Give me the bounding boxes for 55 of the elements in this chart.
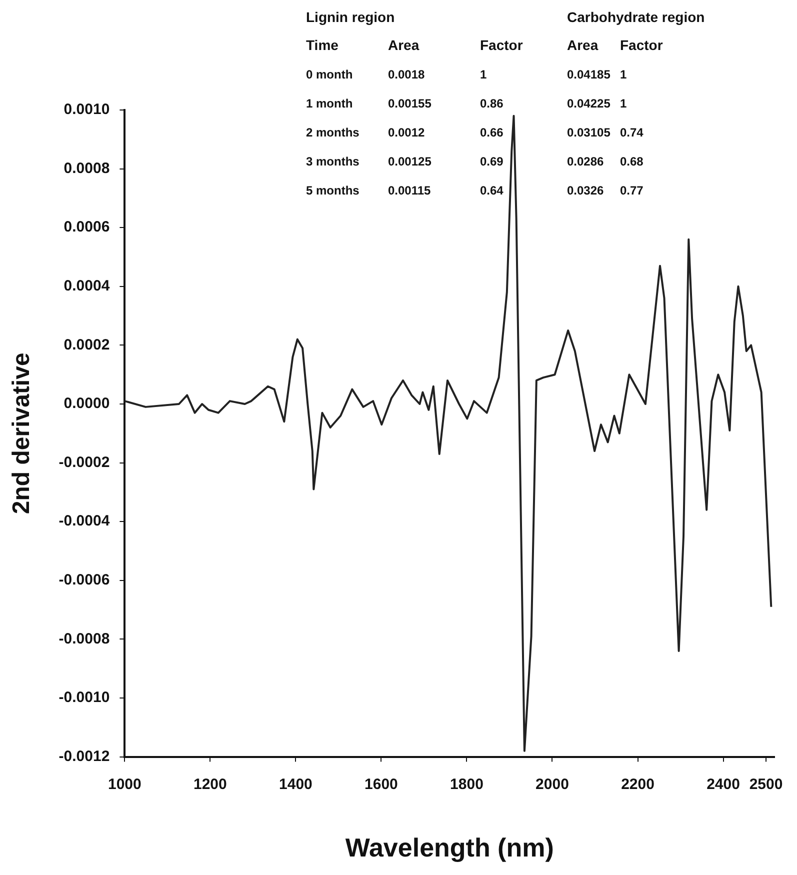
annotation: 0.0286 <box>567 154 604 168</box>
x-tick-label: 1800 <box>450 776 484 793</box>
x-tick-label: 2500 <box>749 776 783 793</box>
text: 0.0018 <box>388 67 426 82</box>
annotation: 1 <box>620 96 627 110</box>
annotation: 0.86 <box>480 96 504 110</box>
annotation: 0.68 <box>620 154 644 168</box>
y-tick-label: -0.0006 <box>58 572 110 589</box>
x-tick-label: 1200 <box>194 776 227 793</box>
x-axis-title: Wavelength (nm) <box>345 832 554 863</box>
x-tick-label: 1600 <box>364 776 398 793</box>
x-tick-label: 2200 <box>621 776 654 793</box>
text: Factor <box>620 36 664 53</box>
annotation: 0.64 <box>480 183 504 198</box>
x-tick-label: 1400 <box>279 776 312 793</box>
y-tick-label: 0.0000 <box>64 395 110 412</box>
text: 1 <box>620 67 627 82</box>
x-tick-label: 2000 <box>536 776 569 793</box>
y-tick-label: 0.0002 <box>64 336 110 354</box>
y-tick-label: -0.0008 <box>58 630 110 648</box>
annotation: 0.77 <box>620 183 644 198</box>
annotation: 2 months <box>306 125 360 140</box>
y-tick-label: -0.0002 <box>58 454 110 471</box>
text: 0.04185 <box>567 67 611 82</box>
text: 0 month <box>306 67 353 82</box>
text: 1 <box>480 67 487 82</box>
annotation: 0.69 <box>480 154 504 168</box>
text: Time <box>306 36 339 53</box>
annotation: 0.0326 <box>567 183 604 198</box>
annotation: 0.03105 <box>567 125 611 140</box>
annotation: 0.00155 <box>388 96 432 110</box>
annotation: 0.00115 <box>388 183 432 198</box>
annotation: 5 months <box>306 183 360 198</box>
x-tick-label: 1000 <box>108 776 142 793</box>
y-tick-label: 0.0008 <box>64 160 110 177</box>
annotation: 0.74 <box>620 125 644 140</box>
y-tick-label: 0.0010 <box>64 101 110 118</box>
annotation: 0.66 <box>480 125 504 140</box>
annotation: 0.04225 <box>567 96 611 110</box>
y-tick-label: 0.0004 <box>64 278 110 295</box>
annotation: 0.0012 <box>388 125 426 140</box>
annotation: 0.00125 <box>388 154 432 168</box>
y-axis-title: 2nd derivative <box>8 352 36 514</box>
text: Lignin region <box>306 8 395 25</box>
text: Factor <box>480 36 524 53</box>
x-tick-label: 2400 <box>706 776 740 793</box>
y-tick-label: 0.0006 <box>64 218 110 236</box>
annotation: 1 month <box>306 96 353 110</box>
y-tick-label: -0.0010 <box>58 689 110 706</box>
text: Area <box>388 36 420 53</box>
y-tick-label: -0.0004 <box>58 512 110 530</box>
text: Area <box>567 36 598 53</box>
text: Carbohydrate region <box>567 8 705 25</box>
annotation: 3 months <box>306 154 360 168</box>
y-tick-label: -0.0012 <box>58 748 110 765</box>
